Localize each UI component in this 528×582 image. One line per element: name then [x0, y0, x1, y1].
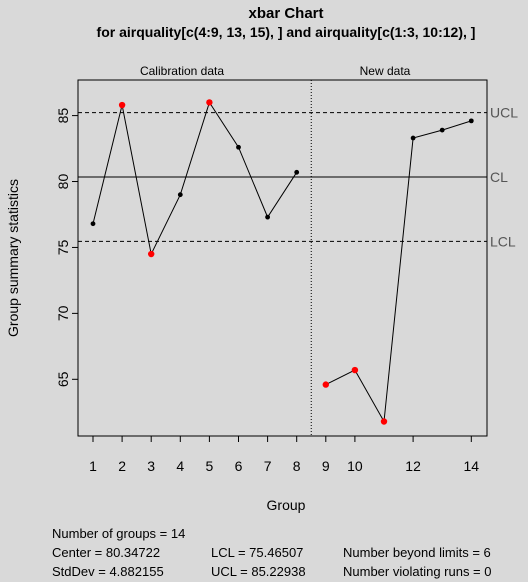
data-point-violation: [148, 251, 154, 257]
lcl-label: LCL: [490, 233, 516, 249]
x-tick-label: 12: [405, 458, 421, 474]
data-point-violation: [206, 99, 212, 105]
ucl-label: UCL: [490, 105, 518, 121]
x-tick-label: 4: [176, 458, 184, 474]
data-point: [440, 128, 445, 133]
chart-title: xbar Chart: [248, 5, 323, 22]
data-point-violation: [119, 102, 125, 108]
y-tick-label: 80: [55, 174, 71, 190]
data-point-violation: [323, 381, 329, 387]
stat-center: Center = 80.34722: [52, 545, 160, 560]
x-tick-label: 3: [147, 458, 155, 474]
x-tick-label: 5: [206, 458, 214, 474]
x-tick-label: 10: [347, 458, 363, 474]
data-point: [469, 118, 474, 123]
y-tick-label: 65: [55, 371, 71, 387]
calibration-section-label: Calibration data: [140, 64, 224, 78]
stat-beyond-limits: Number beyond limits = 6: [343, 545, 491, 560]
data-point: [265, 215, 270, 220]
x-tick-label: 7: [264, 458, 272, 474]
stat-number-of-groups: Number of groups = 14: [52, 526, 185, 541]
x-axis-title: Group: [267, 497, 306, 513]
y-tick-label: 75: [55, 239, 71, 255]
x-tick-label: 8: [293, 458, 301, 474]
x-tick-label: 1: [89, 458, 97, 474]
x-tick-label: 14: [464, 458, 480, 474]
data-point: [236, 145, 241, 150]
y-tick-label: 85: [55, 108, 71, 124]
new-data-section-label: New data: [360, 64, 411, 78]
chart-subtitle: for airquality[c(4:9, 13, 15), ] and air…: [97, 24, 476, 40]
y-axis-title: Group summary statistics: [5, 179, 21, 337]
data-point: [91, 221, 96, 226]
stat-stddev: StdDev = 4.882155: [52, 564, 164, 579]
data-point: [411, 136, 416, 141]
x-tick-label: 2: [118, 458, 126, 474]
x-tick-label: 6: [235, 458, 243, 474]
data-point: [178, 192, 183, 197]
data-point: [294, 170, 299, 175]
data-point-violation: [352, 367, 358, 373]
stat-violating-runs: Number violating runs = 0: [343, 564, 492, 579]
stat-lcl: LCL = 75.46507: [211, 545, 303, 560]
x-tick-label: 9: [322, 458, 330, 474]
data-point-violation: [381, 418, 387, 424]
stat-ucl: UCL = 85.22938: [211, 564, 306, 579]
cl-label: CL: [490, 169, 508, 185]
y-tick-label: 70: [55, 305, 71, 321]
